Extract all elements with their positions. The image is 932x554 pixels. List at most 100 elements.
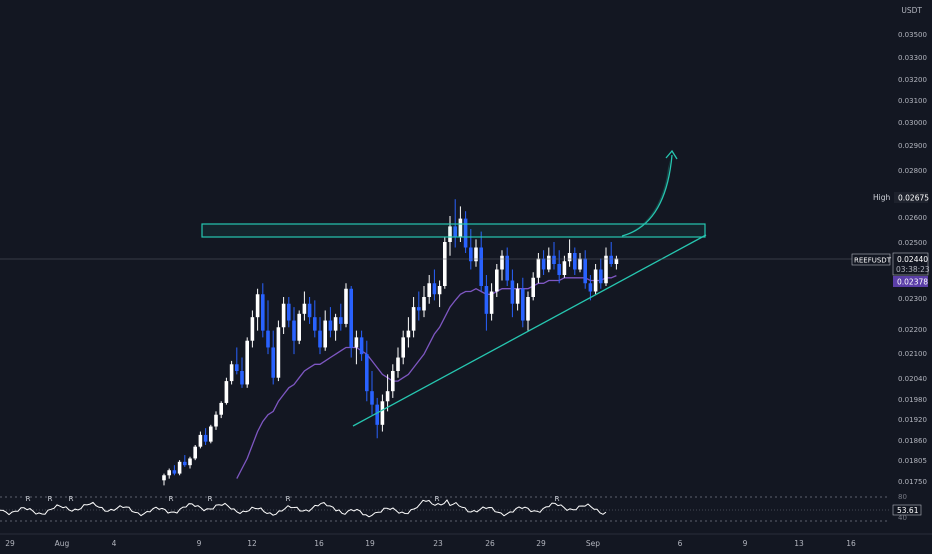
candle[interactable]: [359, 330, 364, 361]
candle[interactable]: [489, 283, 494, 321]
candle-body: [578, 258, 582, 270]
candle[interactable]: [391, 364, 395, 398]
candle[interactable]: [422, 286, 426, 318]
candle[interactable]: [193, 445, 197, 461]
candle[interactable]: [578, 253, 582, 273]
candle[interactable]: [302, 291, 307, 321]
candle[interactable]: [510, 269, 515, 318]
candle[interactable]: [463, 211, 468, 253]
candle[interactable]: [536, 253, 541, 284]
candle[interactable]: [328, 307, 333, 338]
candle[interactable]: [593, 264, 598, 295]
candle[interactable]: [437, 280, 442, 308]
candle[interactable]: [453, 199, 457, 248]
candle[interactable]: [521, 277, 525, 328]
candle[interactable]: [552, 242, 556, 270]
candle[interactable]: [276, 320, 281, 382]
drawings-layer[interactable]: [201, 149, 707, 427]
candle[interactable]: [588, 275, 593, 301]
candle[interactable]: [557, 250, 561, 284]
candle[interactable]: [474, 239, 478, 267]
candle[interactable]: [547, 247, 551, 273]
candle[interactable]: [219, 401, 223, 419]
candle[interactable]: [479, 231, 483, 292]
candle[interactable]: [240, 357, 244, 388]
candle[interactable]: [604, 247, 608, 287]
candle[interactable]: [526, 291, 530, 331]
candle-body: [385, 391, 390, 402]
candle[interactable]: [500, 250, 504, 281]
ascending-trendline[interactable]: [352, 234, 707, 427]
candle[interactable]: [229, 360, 234, 385]
candle[interactable]: [609, 242, 613, 267]
candle[interactable]: [448, 216, 452, 256]
candle[interactable]: [318, 317, 322, 355]
candle[interactable]: [417, 291, 421, 321]
candle[interactable]: [177, 460, 182, 476]
candle[interactable]: [541, 250, 546, 275]
resistance-box[interactable]: [201, 223, 706, 238]
candle[interactable]: [443, 236, 447, 289]
candle[interactable]: [235, 347, 239, 375]
candle[interactable]: [396, 347, 400, 378]
candle[interactable]: [401, 330, 405, 365]
candle[interactable]: [261, 283, 265, 338]
candle[interactable]: [505, 247, 509, 287]
candle[interactable]: [281, 297, 286, 334]
candle[interactable]: [214, 411, 218, 430]
price-tick-label: 0.03100: [898, 97, 927, 105]
time-tick-label: 16: [846, 539, 856, 548]
candle[interactable]: [245, 337, 249, 388]
candle[interactable]: [495, 264, 499, 297]
candle-body: [375, 404, 379, 425]
candle[interactable]: [411, 297, 416, 338]
breakout-arrow-path[interactable]: [621, 154, 673, 237]
candle[interactable]: [531, 272, 535, 301]
candle[interactable]: [307, 297, 312, 324]
candle[interactable]: [323, 310, 327, 351]
candle[interactable]: [375, 397, 379, 439]
candle[interactable]: [266, 300, 270, 355]
candle[interactable]: [370, 371, 374, 415]
candle[interactable]: [354, 330, 359, 365]
candle-body: [484, 286, 489, 314]
candles-layer[interactable]: [162, 199, 619, 486]
candle[interactable]: [209, 424, 213, 444]
candle-body: [604, 255, 608, 284]
candle[interactable]: [333, 313, 338, 341]
candle[interactable]: [385, 374, 390, 412]
candle[interactable]: [297, 310, 301, 345]
candle[interactable]: [172, 465, 177, 476]
candle[interactable]: [287, 297, 291, 328]
candle[interactable]: [599, 258, 603, 289]
candle[interactable]: [484, 275, 489, 331]
candle[interactable]: [614, 255, 619, 270]
candle[interactable]: [344, 283, 348, 328]
candle[interactable]: [271, 330, 275, 385]
candle[interactable]: [432, 269, 437, 301]
candle[interactable]: [162, 473, 166, 486]
candle[interactable]: [567, 239, 572, 267]
candle[interactable]: [583, 250, 587, 289]
candle[interactable]: [167, 468, 171, 479]
candle[interactable]: [562, 255, 567, 278]
candle[interactable]: [183, 455, 187, 467]
candle[interactable]: [224, 377, 229, 405]
candle[interactable]: [188, 456, 192, 469]
candle[interactable]: [427, 275, 431, 304]
candle[interactable]: [573, 247, 577, 276]
candle[interactable]: [515, 283, 520, 311]
candle[interactable]: [365, 340, 369, 402]
candle[interactable]: [469, 229, 473, 270]
candle[interactable]: [198, 431, 203, 449]
candle[interactable]: [406, 317, 411, 348]
candle[interactable]: [349, 286, 353, 358]
candle[interactable]: [313, 300, 317, 338]
candle[interactable]: [339, 303, 343, 331]
candle[interactable]: [380, 394, 385, 432]
candle[interactable]: [292, 307, 296, 355]
candle[interactable]: [255, 288, 260, 331]
candle[interactable]: [250, 310, 255, 348]
candle[interactable]: [203, 428, 208, 445]
